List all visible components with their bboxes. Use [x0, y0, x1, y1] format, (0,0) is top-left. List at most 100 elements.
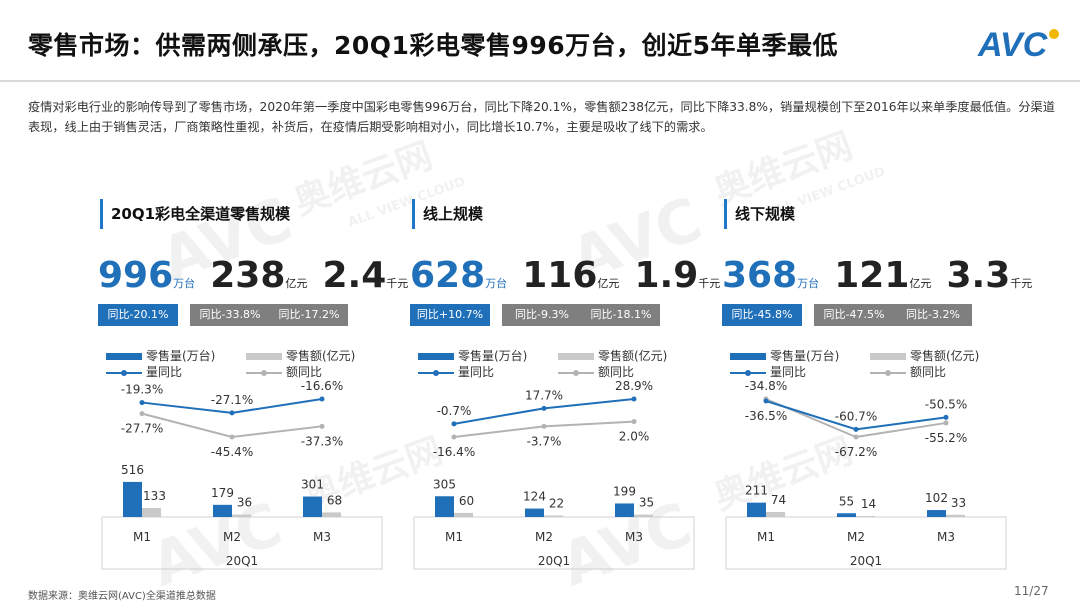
legend-volume-yoy: 量同比: [418, 364, 494, 380]
volume-bar: [837, 513, 856, 517]
amount-bar-label: 14: [861, 497, 876, 511]
amount-yoy-label: 2.0%: [619, 430, 650, 444]
volume-yoy-point: [943, 414, 949, 420]
volume-bar: [213, 504, 232, 517]
kpi-price-unit: 千元: [386, 277, 409, 290]
yoy-badge-volume: 同比-45.8%: [722, 304, 802, 326]
yoy-badge-amount: 同比-33.8%: [190, 304, 270, 326]
volume-yoy-label: -19.3%: [121, 383, 163, 397]
amount-yoy-label: -37.3%: [301, 434, 343, 448]
amount-bar: [232, 514, 251, 517]
kpi-amount-value: 238: [210, 255, 286, 296]
panel-title: 线下规模: [724, 199, 795, 229]
volume-yoy-label: 28.9%: [615, 379, 653, 393]
volume-bar-label: 179: [211, 486, 234, 500]
amount-bar: [454, 512, 473, 517]
kpi-volume-unit: 万台: [173, 277, 196, 290]
volume-bar: [615, 503, 634, 517]
yoy-badge-amount: 同比-9.3%: [502, 304, 582, 326]
amount-yoy-point: [229, 434, 235, 440]
kpi-amount-value: 116: [522, 255, 598, 296]
x-group-label: 20Q1: [538, 554, 570, 568]
amount-yoy-label: -16.4%: [433, 445, 475, 459]
volume-yoy-point: [763, 398, 769, 404]
chart-legend: 零售量(万台) 零售额(亿元) 量同比 额同比: [730, 348, 1000, 382]
chart-legend: 零售量(万台) 零售额(亿元) 量同比 额同比: [418, 348, 688, 382]
title-divider: [0, 80, 1080, 82]
panel-title: 线上规模: [412, 199, 483, 229]
panel-online: 线上规模 628万台 116亿元 1.9千元 同比+10.7% 同比-9.3% …: [404, 182, 720, 574]
amount-yoy-label: -45.4%: [211, 445, 253, 459]
kpi-amount-unit: 亿元: [285, 277, 308, 290]
data-source: 数据来源：奥维云网(AVC)全渠道推总数据: [28, 591, 216, 602]
legend-volume: 零售量(万台): [730, 348, 839, 364]
yoy-badge-amount: 同比-47.5%: [814, 304, 894, 326]
x-tick-label: M3: [625, 530, 643, 544]
volume-bar-label: 55: [839, 494, 854, 508]
volume-yoy-point: [319, 396, 325, 402]
kpi-price-unit: 千元: [698, 277, 721, 290]
volume-yoy-point: [451, 421, 457, 427]
page-title: 零售市场：供需两侧承压，20Q1彩电零售996万台，创近5年单季最低: [28, 31, 839, 60]
amount-bar-label: 33: [951, 496, 966, 510]
amount-yoy-point: [541, 423, 547, 429]
kpi-volume-value: 996: [98, 255, 174, 296]
kpi-row: 628万台 116亿元 1.9千元: [410, 256, 730, 296]
volume-bar-label: 301: [301, 478, 324, 492]
x-tick-label: M2: [535, 530, 553, 544]
legend-volume-yoy: 量同比: [106, 364, 182, 380]
kpi-volume-unit: 万台: [485, 277, 508, 290]
amount-bar: [856, 516, 875, 517]
panel-total: 20Q1彩电全渠道零售规模 996万台 238亿元 2.4千元 同比-20.1%…: [92, 182, 408, 574]
x-tick-label: M1: [445, 530, 463, 544]
yoy-badge-price: 同比-17.2%: [270, 304, 348, 326]
legend-volume: 零售量(万台): [418, 348, 527, 364]
amount-yoy-point: [631, 419, 637, 425]
amount-yoy-point: [451, 434, 457, 440]
x-group-label: 20Q1: [226, 554, 258, 568]
amount-yoy-point: [319, 423, 325, 429]
amount-yoy-label: -55.2%: [925, 431, 967, 445]
amount-bar: [946, 514, 965, 517]
intro-paragraph: 疫情对彩电行业的影响传导到了零售市场，2020年第一季度中国彩电零售996万台，…: [28, 100, 1055, 134]
kpi-amount-unit: 亿元: [597, 277, 620, 290]
panel-offline: 线下规模 368万台 121亿元 3.3千元 同比-45.8% 同比-47.5%…: [716, 182, 1032, 574]
legend-amount-yoy: 额同比: [558, 364, 634, 380]
volume-yoy-point: [229, 410, 235, 416]
volume-bar: [927, 510, 946, 517]
amount-bar: [142, 507, 161, 517]
kpi-volume-value: 368: [722, 255, 798, 296]
yoy-badge-volume: 同比-20.1%: [98, 304, 178, 326]
volume-yoy-line: [453, 398, 635, 425]
kpi-volume-value: 628: [410, 255, 486, 296]
kpi-price-unit: 千元: [1010, 277, 1033, 290]
amount-bar: [634, 514, 653, 517]
volume-bar: [435, 496, 454, 517]
x-tick-label: M3: [937, 530, 955, 544]
amount-bar-label: 60: [459, 494, 474, 508]
legend-amount-yoy: 额同比: [870, 364, 946, 380]
amount-yoy-label: -67.2%: [835, 445, 877, 459]
kpi-row: 368万台 121亿元 3.3千元: [722, 256, 1042, 296]
yoy-badge-price: 同比-18.1%: [582, 304, 660, 326]
x-group-label: 20Q1: [850, 554, 882, 568]
chart-legend: 零售量(万台) 零售额(亿元) 量同比 额同比: [106, 348, 376, 382]
volume-bar-label: 124: [523, 490, 546, 504]
legend-amount: 零售额(亿元): [558, 348, 667, 364]
amount-yoy-label: -3.7%: [527, 434, 562, 448]
yoy-badge-price: 同比-3.2%: [894, 304, 972, 326]
amount-yoy-label: -34.8%: [745, 379, 787, 393]
volume-yoy-point: [853, 426, 859, 432]
volume-bar: [303, 496, 322, 517]
volume-bar-label: 102: [925, 491, 948, 505]
volume-yoy-point: [139, 400, 145, 406]
amount-bar-label: 133: [143, 489, 166, 503]
legend-volume: 零售量(万台): [106, 348, 215, 364]
kpi-row: 996万台 238亿元 2.4千元: [98, 256, 418, 296]
volume-bar: [525, 508, 544, 517]
kpi-price-value: 1.9: [634, 255, 699, 296]
x-tick-label: M1: [757, 530, 775, 544]
amount-bar-label: 68: [327, 493, 342, 507]
amount-bar-label: 35: [639, 496, 654, 510]
